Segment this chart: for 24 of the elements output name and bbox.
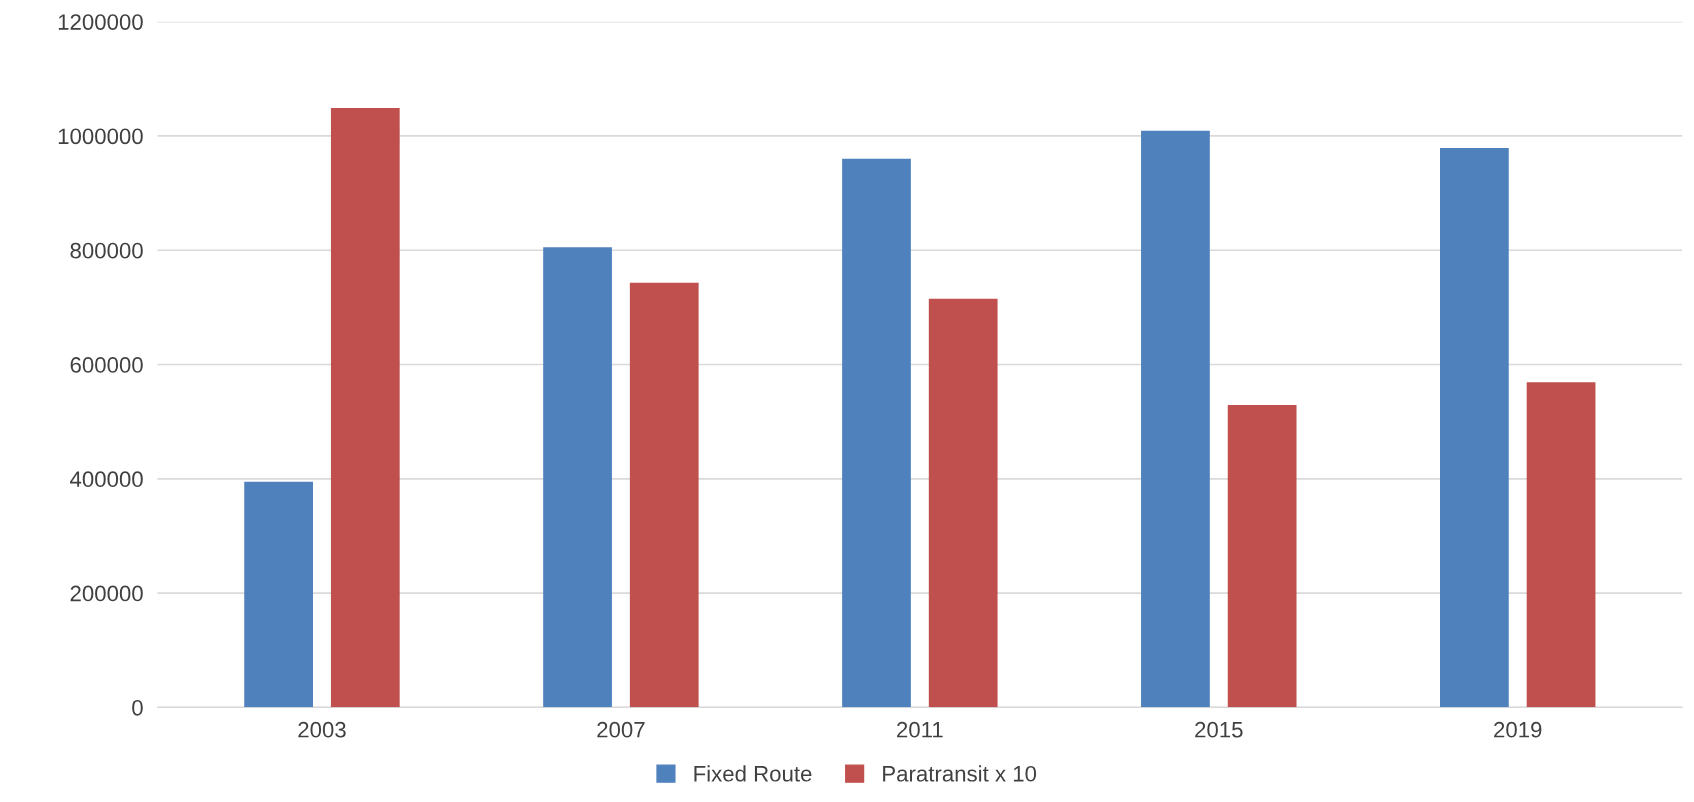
legend-label: Paratransit x 10 (883, 765, 1037, 782)
y-tick-label: 800000 (70, 242, 143, 259)
bar (1440, 147, 1509, 708)
x-tick-label: 2003 (298, 721, 346, 738)
bar (330, 107, 400, 708)
y-tick-label: 0 (132, 699, 143, 716)
y-tick-label: 1000000 (58, 128, 143, 145)
x-tick-label: 2019 (1494, 721, 1542, 738)
legend-label: Fixed Route (694, 765, 812, 782)
bar (543, 247, 612, 708)
bar (842, 158, 911, 708)
x-tick-label: 2007 (597, 721, 645, 738)
bar (244, 481, 313, 708)
bar (1526, 382, 1596, 708)
y-tick-label: 600000 (70, 357, 143, 373)
x-tick-label: 2011 (897, 721, 943, 738)
bar (629, 282, 699, 708)
bar (1227, 405, 1297, 708)
bar (928, 298, 998, 708)
y-tick-label: 400000 (70, 471, 143, 488)
bar (1141, 130, 1210, 708)
x-tick-label: 2015 (1195, 721, 1243, 738)
y-tick-label: 1200000 (58, 14, 143, 30)
y-tick-label: 200000 (70, 585, 143, 602)
